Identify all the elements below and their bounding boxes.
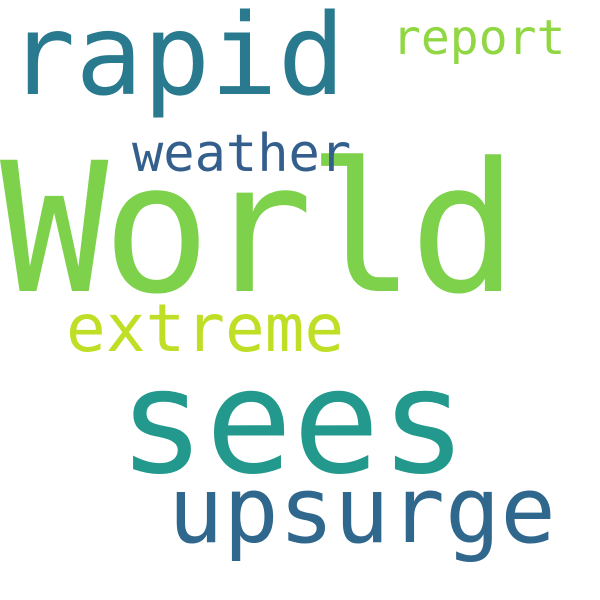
word-report: report	[392, 10, 566, 66]
word-extreme: extreme	[66, 290, 345, 367]
word-upsurge: upsurge	[168, 457, 556, 564]
word-sees: sees	[118, 338, 468, 507]
word-world: World	[0, 125, 518, 334]
word-weather: weather	[132, 124, 352, 184]
word-rapid: rapid	[8, 0, 346, 121]
